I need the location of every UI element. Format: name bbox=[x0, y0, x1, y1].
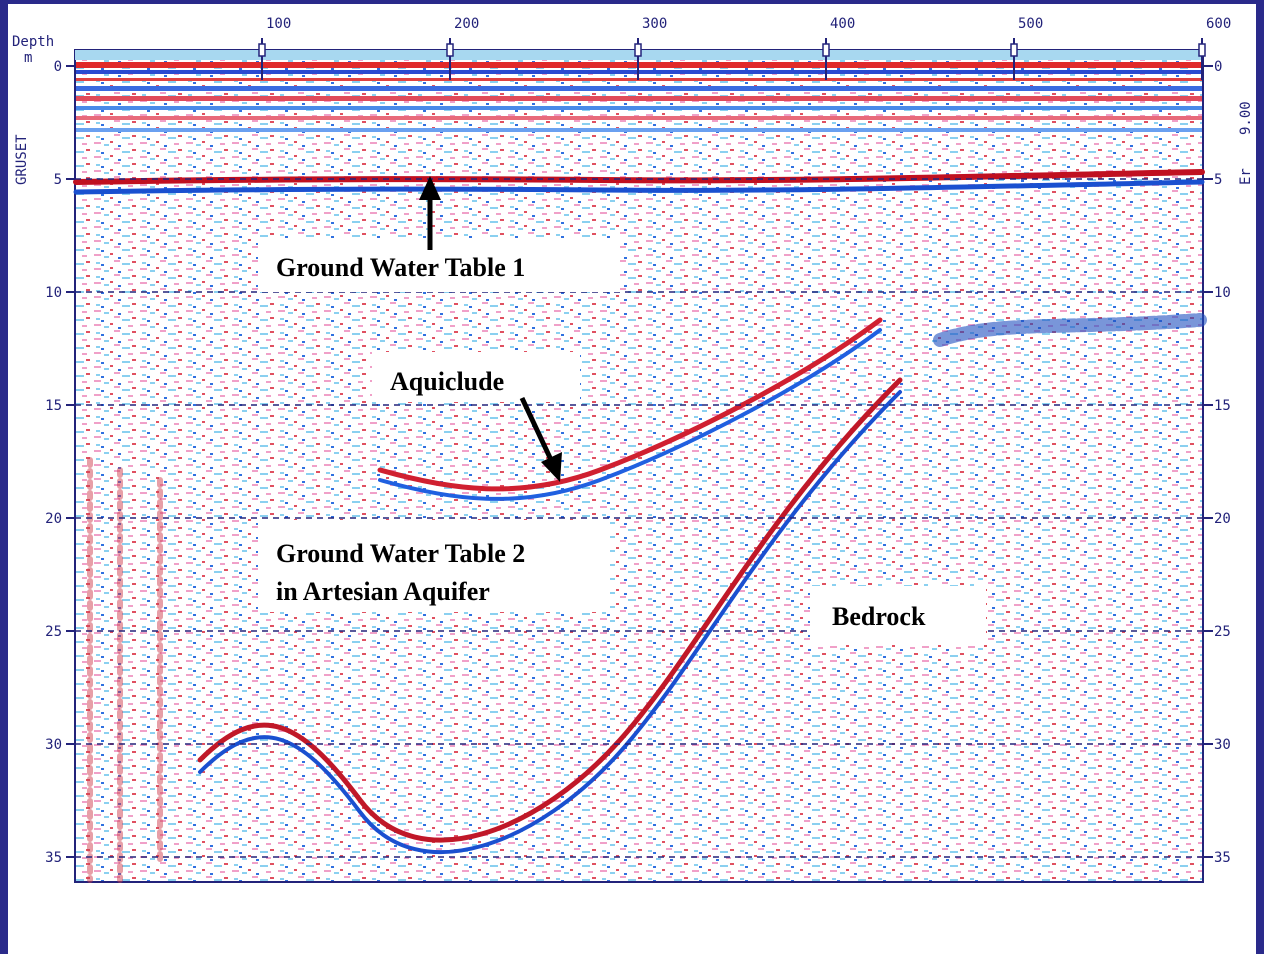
annotation: Bedrock bbox=[810, 586, 986, 644]
annotation-text: Aquiclude bbox=[390, 367, 504, 396]
frame bbox=[1256, 0, 1264, 954]
top-tick-marker bbox=[258, 43, 266, 57]
right-tick-label: 10 bbox=[1214, 285, 1231, 301]
annotation-text: Ground Water Table 1 bbox=[276, 253, 525, 282]
top-tick-marker bbox=[634, 43, 642, 57]
top-tick-label: 400 bbox=[830, 16, 855, 32]
top-tick-label: 100 bbox=[266, 16, 291, 32]
right-tick-label: 35 bbox=[1214, 850, 1231, 866]
annotation: Ground Water Table 1 bbox=[258, 176, 620, 292]
reflectors bbox=[73, 169, 1207, 883]
frame bbox=[0, 0, 1264, 4]
top-tick-marker bbox=[822, 43, 830, 57]
axis-label: GRUSET bbox=[14, 134, 30, 185]
top-tick-marker bbox=[446, 43, 454, 57]
right-tick-label: 0 bbox=[1214, 59, 1222, 75]
annotation-text: Ground Water Table 2 bbox=[276, 539, 525, 568]
axis-unit: m bbox=[24, 50, 32, 66]
top-tick-marker bbox=[1010, 43, 1018, 57]
left-tick-label: 30 bbox=[45, 737, 62, 753]
top-tick-label: 200 bbox=[454, 16, 479, 32]
top-tick-marker bbox=[1198, 43, 1206, 57]
left-tick-label: 20 bbox=[45, 511, 62, 527]
right-tick-label: 5 bbox=[1214, 172, 1222, 188]
axis-value: 9.00 bbox=[1238, 101, 1254, 135]
annotation: Aquiclude bbox=[372, 352, 580, 482]
axis-title: Depth bbox=[12, 34, 54, 50]
left-tick-label: 35 bbox=[45, 850, 62, 866]
right-tick-label: 25 bbox=[1214, 624, 1231, 640]
right-tick-label: 20 bbox=[1214, 511, 1231, 527]
axis-label: Er bbox=[1238, 168, 1254, 185]
right-tick-label: 15 bbox=[1214, 398, 1231, 414]
frame bbox=[0, 0, 8, 954]
left-tick-label: 5 bbox=[54, 172, 62, 188]
annotation-text: in Artesian Aquifer bbox=[276, 577, 490, 606]
left-tick-label: 0 bbox=[54, 59, 62, 75]
top-tick-label: 500 bbox=[1018, 16, 1043, 32]
top-tick-label: 600 bbox=[1206, 16, 1231, 32]
annotation: Ground Water Table 2 in Artesian Aquifer bbox=[258, 520, 610, 612]
left-tick-label: 25 bbox=[45, 624, 62, 640]
annotation-text: Bedrock bbox=[832, 602, 926, 631]
left-tick-label: 10 bbox=[45, 285, 62, 301]
grid bbox=[75, 178, 1203, 858]
right-tick-label: 30 bbox=[1214, 737, 1231, 753]
left-tick-label: 15 bbox=[45, 398, 62, 414]
top-tick-label: 300 bbox=[642, 16, 667, 32]
